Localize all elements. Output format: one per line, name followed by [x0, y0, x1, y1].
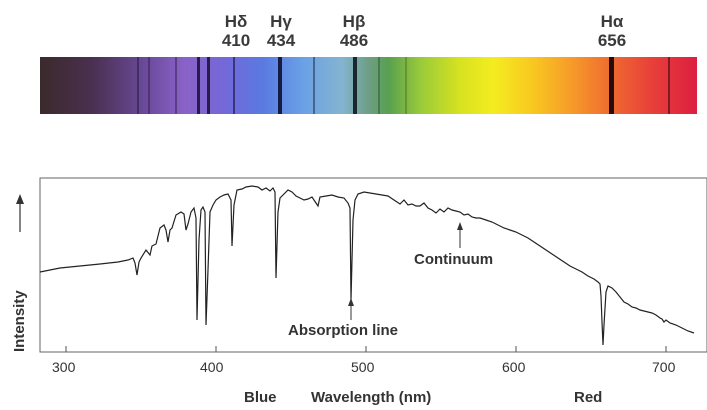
label-h-beta: Hβ 486 [324, 12, 384, 50]
absorption-band-line [175, 57, 177, 114]
x-tick-label-500: 500 [351, 359, 375, 375]
symbol-h-gamma: Hγ [270, 12, 292, 31]
absorption-band-line [207, 57, 210, 114]
x-tick-label-300: 300 [52, 359, 76, 375]
symbol-h-alpha: Hα [600, 12, 624, 31]
absorption-band-line [197, 57, 200, 114]
wavelength-h-alpha: 656 [597, 31, 627, 50]
absorption-band-line [137, 57, 139, 114]
y-axis-label: Intensity [11, 290, 28, 352]
absorption-band-line [668, 57, 670, 114]
plot-frame [39, 177, 707, 353]
label-h-delta: Hδ 410 [206, 12, 266, 50]
absorption-band-line [313, 57, 315, 114]
absorption-band-line [405, 57, 407, 114]
x-tick-label-600: 600 [502, 359, 526, 375]
x-axis-blue-label: Blue [244, 389, 277, 406]
y-axis-arrow-head [16, 194, 24, 204]
absorption-band-line [278, 57, 282, 114]
x-axis-title: Wavelength (nm) [311, 389, 432, 406]
wavelength-h-beta: 486 [339, 31, 369, 50]
label-h-alpha: Hα 656 [582, 12, 642, 50]
spectrum-curve [39, 185, 695, 346]
wavelength-h-gamma: 434 [266, 31, 296, 50]
absorption-band-line [148, 57, 150, 114]
absorption-band-line [353, 57, 357, 114]
continuum-label: Continuum [414, 251, 494, 268]
absorption-pointer-arrowhead [348, 298, 354, 306]
spectrum-band [40, 57, 697, 114]
x-tick-label-700: 700 [652, 359, 676, 375]
label-h-gamma: Hγ 434 [251, 12, 311, 50]
continuum-pointer-arrowhead [457, 222, 463, 230]
wavelength-h-delta: 410 [221, 31, 251, 50]
absorption-band-line [378, 57, 380, 114]
x-axis-red-label: Red [574, 389, 603, 406]
symbol-h-delta: Hδ [224, 12, 248, 31]
absorption-line-label: Absorption line [288, 322, 398, 339]
x-tick-label-400: 400 [200, 359, 224, 375]
symbol-h-beta: Hβ [342, 12, 366, 31]
absorption-band-line [233, 57, 235, 114]
absorption-band-line [609, 57, 614, 114]
spectrum-absorption-lines [137, 57, 670, 114]
